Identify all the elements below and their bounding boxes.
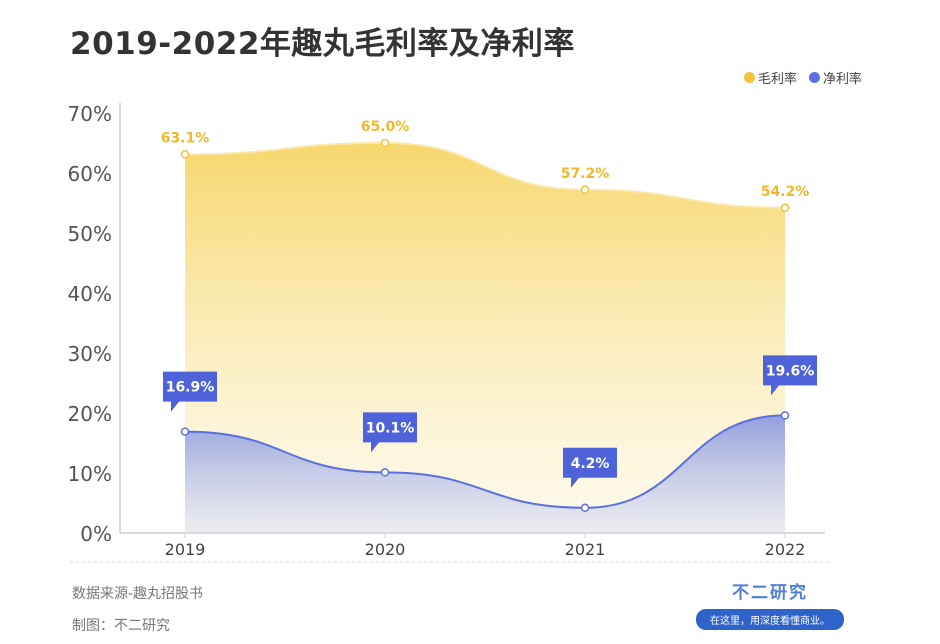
gross-margin-label: 54.2% <box>761 184 810 200</box>
gross-margin-label: 65.0% <box>361 119 410 135</box>
source-note: 数据来源-趣丸招股书 <box>72 586 204 602</box>
y-tick-label: 10% <box>68 462 112 486</box>
y-tick-label: 40% <box>68 282 112 306</box>
legend-label-gross: 毛利率 <box>757 72 797 87</box>
chart-canvas: 0%10%20%30%40%50%60%70%2019 2020 2021 2022 … <box>68 102 830 563</box>
y-tick-label: 20% <box>68 402 112 426</box>
legend: 毛利率 净利率 <box>738 68 862 87</box>
net-margin-label: 19.6% <box>766 363 815 379</box>
net-margin-point <box>780 411 790 420</box>
net-margin-label: 16.9% <box>166 380 215 396</box>
net-margin-callout: 16.9% <box>163 371 217 412</box>
net-margin-callout-bubble <box>363 412 417 453</box>
x-tick-label: 2022 <box>765 540 806 559</box>
net-margin-callout-bubble <box>763 355 817 396</box>
y-tick-label: 60% <box>68 162 112 186</box>
gross-margin-point <box>380 138 390 148</box>
brand-tagline: 在这里，用深度看懂商业。 <box>696 609 844 630</box>
chart-title: 2019-2022年趣丸毛利率及净利率 <box>70 26 575 62</box>
net-margin-label: 10.1% <box>366 420 415 436</box>
net-margin-point <box>180 427 190 436</box>
net-margin-callout-bubble <box>163 371 217 412</box>
maker-note: 制图：不二研究 <box>72 618 170 634</box>
net-margin-label: 4.2% <box>571 456 610 472</box>
area-net-margin <box>185 415 785 533</box>
y-tick-label: 30% <box>68 342 112 366</box>
legend-label-net: 净利率 <box>822 72 862 87</box>
net-margin-callout: 19.6% <box>763 355 817 396</box>
net-margin-callout-bubble <box>563 447 617 488</box>
line-net-margin <box>184 414 786 509</box>
net-margin-callout: 10.1% <box>363 412 417 453</box>
x-tick-label: 2020 <box>365 540 406 559</box>
y-tick-label: 0% <box>80 522 112 546</box>
y-tick-label: 50% <box>68 222 112 246</box>
gross-margin-label: 63.1% <box>161 130 210 146</box>
gross-margin-point <box>780 203 790 213</box>
x-tick-label: 2021 <box>565 540 606 559</box>
brand-name: 不二研究 <box>732 583 808 603</box>
y-tick-label: 70% <box>68 102 112 126</box>
legend-swatch-net <box>808 72 820 83</box>
area-gross-margin <box>185 143 785 533</box>
line-gross-margin <box>184 141 786 209</box>
gross-margin-point <box>580 185 590 195</box>
legend-swatch-gross <box>743 72 755 83</box>
gross-margin-label: 57.2% <box>561 166 610 182</box>
net-margin-point <box>380 468 390 477</box>
legend-item-gross: 毛利率 <box>743 68 797 87</box>
brand: 不二研究 在这里，用深度看懂商业。 <box>690 578 850 630</box>
x-tick-label: 2019 <box>165 540 206 559</box>
net-margin-point <box>580 503 590 513</box>
legend-item-net: 净利率 <box>808 68 862 87</box>
footer: 数据来源-趣丸招股书 制图：不二研究 <box>72 578 203 642</box>
net-margin-callout: 4.2% <box>563 447 617 488</box>
gross-margin-point <box>180 150 190 159</box>
